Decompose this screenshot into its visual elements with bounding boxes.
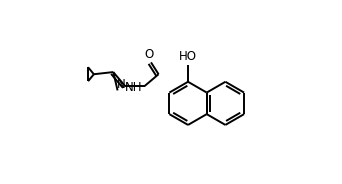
Text: O: O bbox=[144, 48, 153, 61]
Text: N: N bbox=[116, 78, 125, 91]
Text: NH: NH bbox=[125, 81, 142, 94]
Text: HO: HO bbox=[179, 50, 197, 63]
